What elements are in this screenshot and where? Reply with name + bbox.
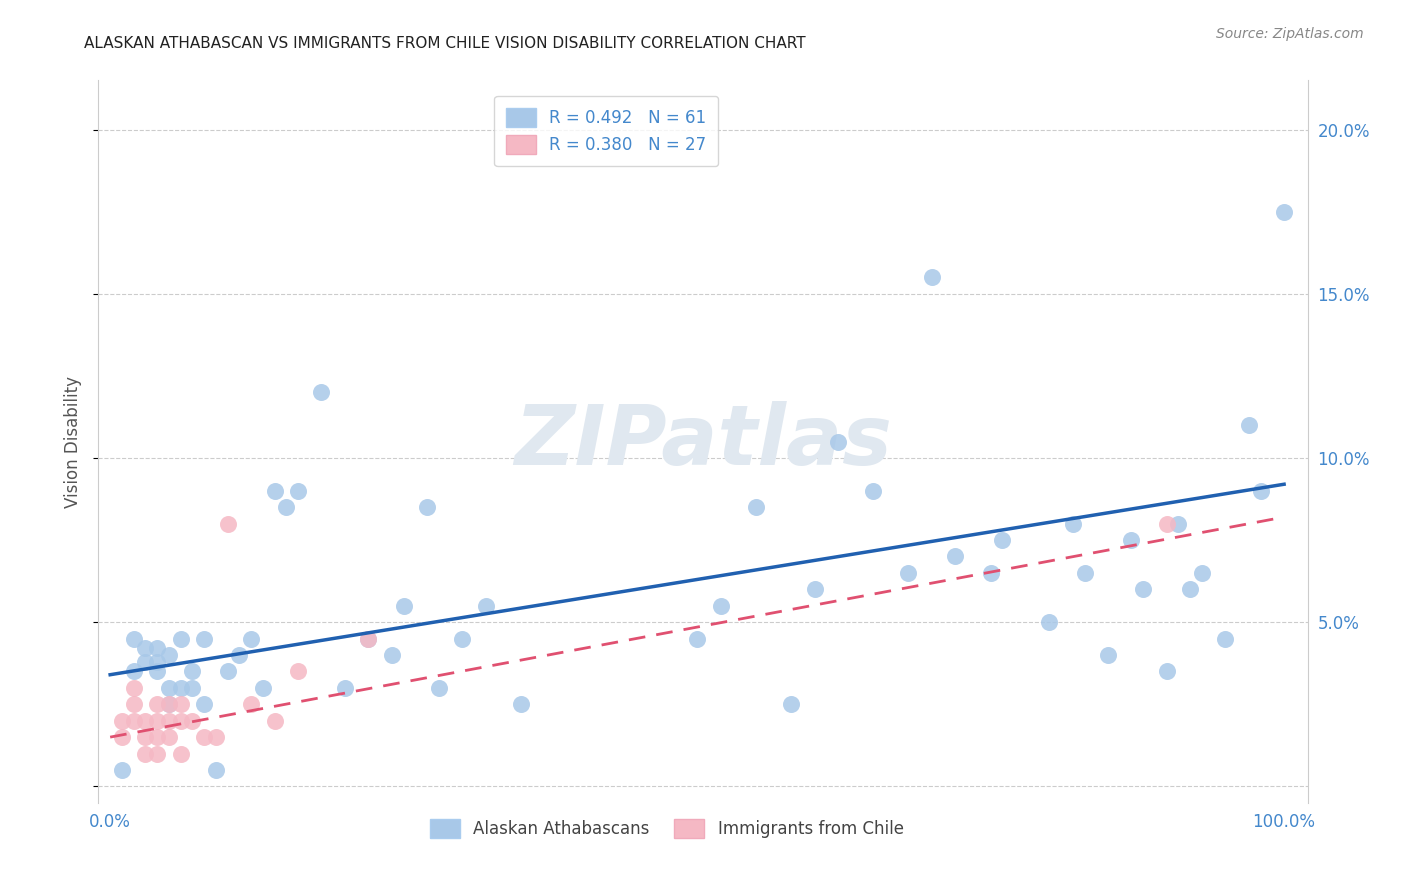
Point — [392, 599, 415, 613]
Point — [475, 599, 498, 613]
Point — [181, 665, 204, 679]
Point — [157, 681, 180, 695]
Point — [146, 641, 169, 656]
Point — [204, 763, 226, 777]
Point — [193, 698, 215, 712]
Point — [146, 655, 169, 669]
Point — [1132, 582, 1154, 597]
Point — [122, 632, 145, 646]
Point — [1156, 516, 1178, 531]
Text: ZIPatlas: ZIPatlas — [515, 401, 891, 482]
Point — [122, 665, 145, 679]
Y-axis label: Vision Disability: Vision Disability — [65, 376, 83, 508]
Point — [276, 500, 298, 515]
Point — [157, 730, 180, 744]
Point — [945, 549, 967, 564]
Point — [803, 582, 825, 597]
Point — [134, 714, 156, 728]
Point — [169, 698, 191, 712]
Point — [169, 747, 191, 761]
Point — [181, 681, 204, 695]
Text: ALASKAN ATHABASCAN VS IMMIGRANTS FROM CHILE VISION DISABILITY CORRELATION CHART: ALASKAN ATHABASCAN VS IMMIGRANTS FROM CH… — [84, 36, 806, 51]
Point — [134, 730, 156, 744]
Point — [146, 698, 169, 712]
Point — [1073, 566, 1095, 580]
Point — [381, 648, 404, 662]
Point — [1097, 648, 1119, 662]
Point — [1180, 582, 1202, 597]
Point — [146, 665, 169, 679]
Point — [416, 500, 439, 515]
Point — [146, 730, 169, 744]
Point — [686, 632, 709, 646]
Point — [157, 698, 180, 712]
Point — [745, 500, 768, 515]
Point — [146, 747, 169, 761]
Point — [193, 632, 215, 646]
Point — [204, 730, 226, 744]
Point — [252, 681, 274, 695]
Point — [780, 698, 803, 712]
Point — [111, 730, 134, 744]
Point — [134, 641, 156, 656]
Point — [980, 566, 1002, 580]
Point — [1272, 204, 1295, 219]
Point — [451, 632, 474, 646]
Point — [134, 655, 156, 669]
Point — [897, 566, 920, 580]
Point — [921, 270, 943, 285]
Point — [1191, 566, 1213, 580]
Point — [157, 698, 180, 712]
Point — [169, 714, 191, 728]
Point — [122, 681, 145, 695]
Point — [1156, 665, 1178, 679]
Point — [240, 698, 263, 712]
Point — [1237, 418, 1260, 433]
Point — [1062, 516, 1084, 531]
Point — [169, 632, 191, 646]
Point — [146, 714, 169, 728]
Point — [287, 483, 309, 498]
Point — [710, 599, 733, 613]
Point — [134, 747, 156, 761]
Point — [333, 681, 356, 695]
Point — [217, 665, 239, 679]
Point — [157, 648, 180, 662]
Point — [122, 698, 145, 712]
Point — [1121, 533, 1143, 547]
Point — [193, 730, 215, 744]
Point — [510, 698, 533, 712]
Point — [169, 681, 191, 695]
Point — [862, 483, 884, 498]
Point — [1250, 483, 1272, 498]
Point — [217, 516, 239, 531]
Point — [357, 632, 380, 646]
Point — [181, 714, 204, 728]
Point — [991, 533, 1014, 547]
Point — [263, 483, 285, 498]
Point — [311, 385, 333, 400]
Point — [263, 714, 285, 728]
Point — [357, 632, 380, 646]
Point — [240, 632, 263, 646]
Point — [228, 648, 250, 662]
Legend: Alaskan Athabascans, Immigrants from Chile: Alaskan Athabascans, Immigrants from Chi… — [423, 813, 911, 845]
Point — [157, 714, 180, 728]
Point — [111, 714, 134, 728]
Point — [111, 763, 134, 777]
Point — [1167, 516, 1189, 531]
Point — [287, 665, 309, 679]
Point — [1215, 632, 1237, 646]
Point — [1038, 615, 1060, 630]
Point — [427, 681, 450, 695]
Text: Source: ZipAtlas.com: Source: ZipAtlas.com — [1216, 27, 1364, 41]
Point — [827, 434, 849, 449]
Point — [122, 714, 145, 728]
